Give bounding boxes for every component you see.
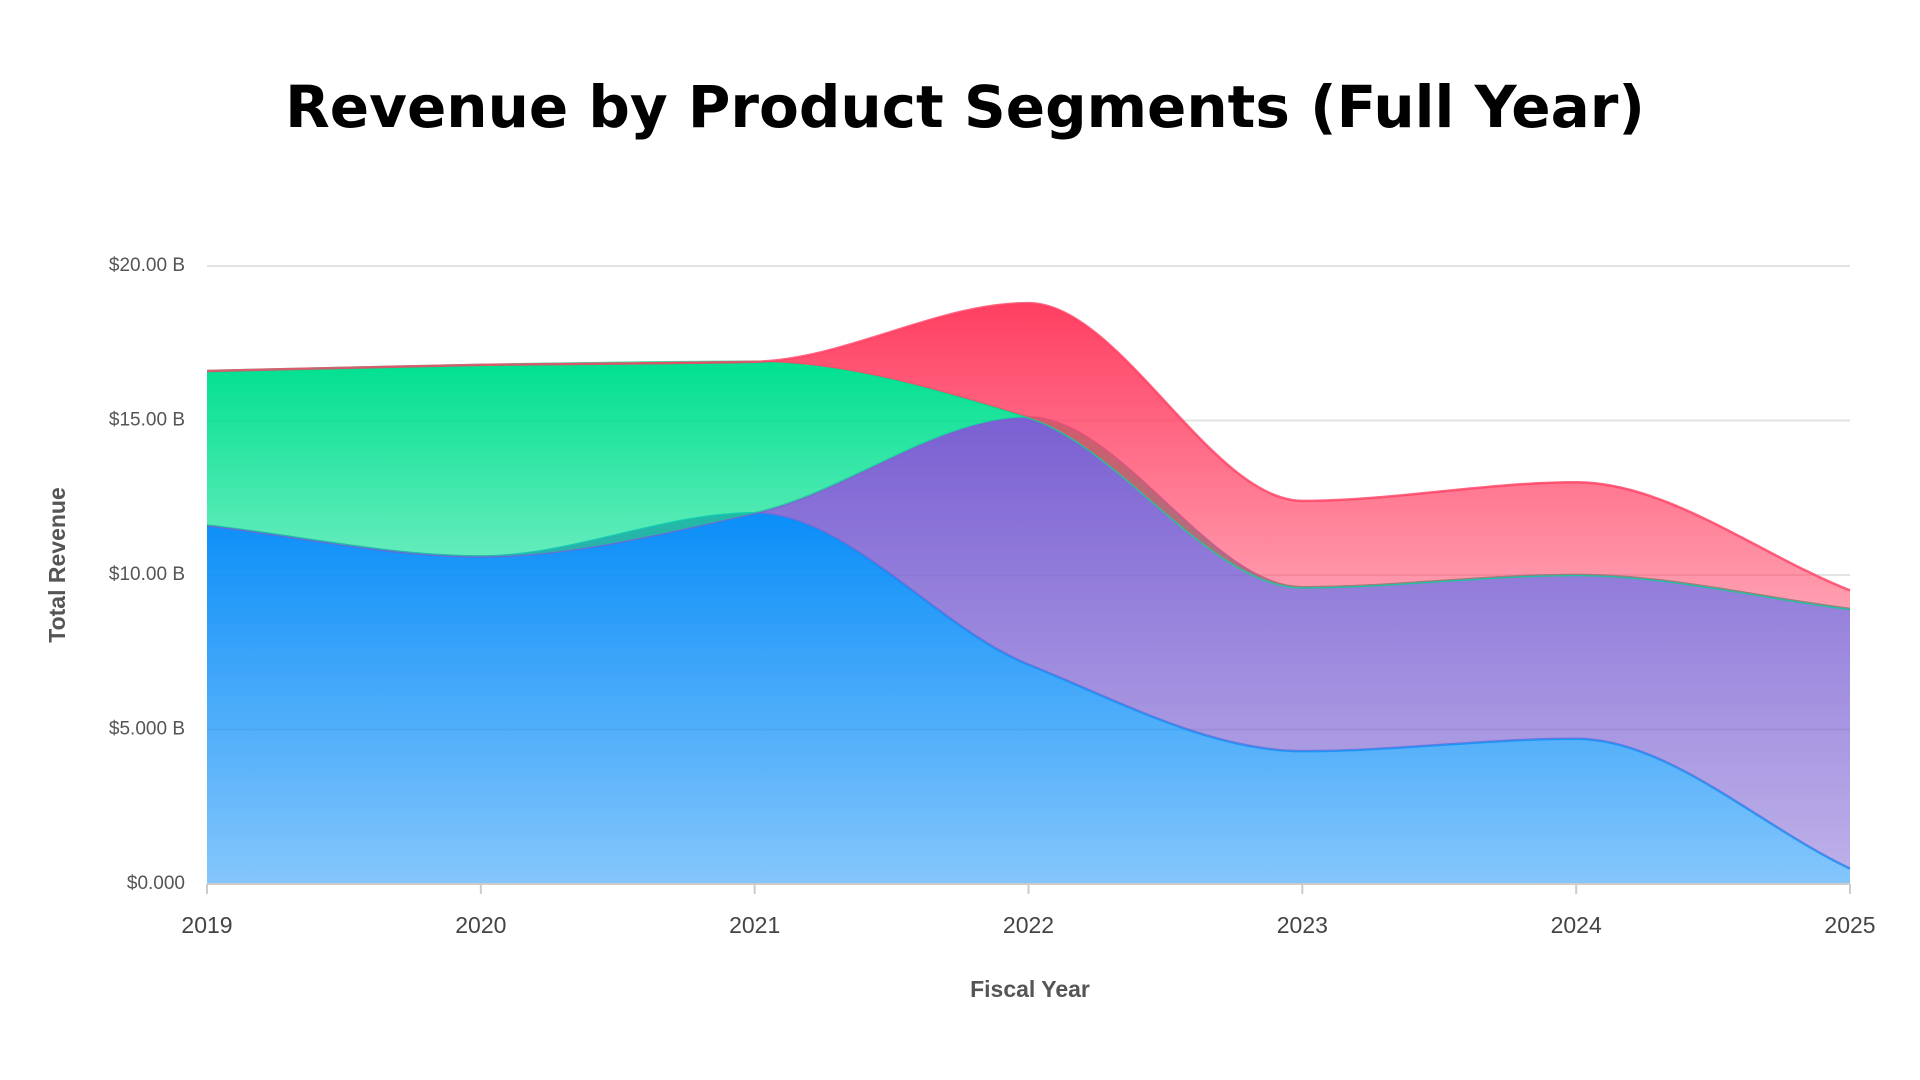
area [207,513,1850,884]
x-tick-label: 2022 [1003,912,1054,938]
x-tick-label: 2024 [1551,912,1602,938]
x-tick-label: 2020 [455,912,506,938]
x-axis-title: Fiscal Year [970,976,1090,1002]
chart-title: Revenue by Product Segments (Full Year) [285,73,1645,141]
area [207,303,1850,609]
area-line [206,301,1851,592]
x-tick-label: 2023 [1277,912,1328,938]
area [207,417,1850,869]
x-tick-label: 2019 [181,912,232,938]
y-tick-label: $10.00 B [109,564,185,585]
y-tick-label: $20.00 B [109,255,185,276]
area [207,361,1850,609]
y-tick-label: $5.000 B [109,719,185,740]
y-tick-label: $15.00 B [109,410,185,431]
x-tick-label: 2025 [1824,912,1875,938]
x-tick-label: 2021 [729,912,780,938]
y-axis-title: Total Revenue [44,487,70,643]
y-tick-label: $0.000 [127,873,185,894]
